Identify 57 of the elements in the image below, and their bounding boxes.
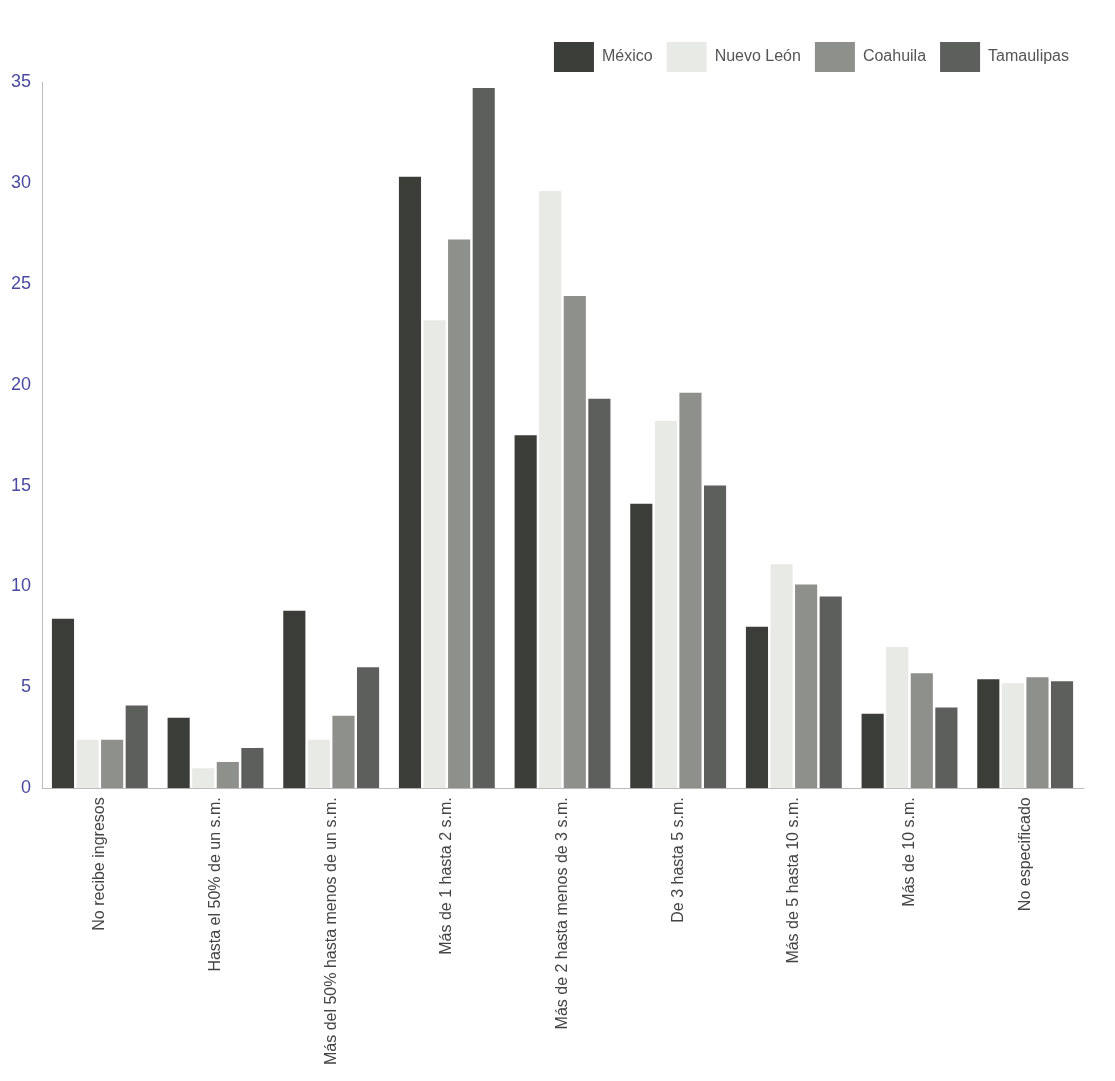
x-tick-label: Más de 1 hasta 2 s.m. [437,797,455,955]
bar [770,564,793,789]
y-tick-label: 20 [10,373,32,394]
legend-label: México [601,47,653,65]
bar [1026,677,1049,789]
legend-label: Coahuila [862,47,927,65]
x-tick-label: De 3 hasta 5 s.m. [668,797,686,923]
x-tick-label: No recibe ingresos [90,797,108,931]
bar [514,435,537,789]
bar [861,713,884,789]
bar [125,705,148,789]
bar [448,239,471,789]
bar [283,610,306,789]
bar [563,295,586,789]
y-tick-label: 15 [10,474,32,495]
bar [51,618,75,789]
bar [307,739,330,789]
bar [241,747,264,789]
x-tick-label: Hasta el 50% de un s.m. [205,797,223,972]
x-tick-label: Más de 5 hasta 10 s.m. [784,797,802,964]
bar [977,679,1000,789]
x-tick-label: Más de 2 hasta menos de 3 s.m. [552,797,570,1030]
bar [588,398,611,789]
bar [654,421,677,789]
y-tick-label: 10 [10,575,32,596]
x-tick-label: No especificado [1015,797,1033,912]
bar [745,626,769,789]
y-tick-label: 0 [21,777,32,798]
bar [356,667,380,789]
bar [795,584,818,789]
bar [935,707,958,789]
bar [539,190,562,789]
legend-label: Nuevo León [714,47,801,65]
y-tick-label: 5 [21,676,32,697]
bar [76,739,99,789]
bar [332,715,355,789]
bar [1001,683,1024,789]
bar [472,88,495,789]
bar [679,392,702,789]
bar [630,503,653,789]
bar [216,762,239,789]
bar [703,485,727,789]
bar [167,717,190,789]
bar [819,596,842,789]
bar [101,739,124,789]
y-tick-label: 25 [10,272,32,293]
bar [192,768,215,789]
legend-label: Tamaulipas [988,47,1070,65]
y-tick-label: 35 [10,70,32,91]
bar [423,320,446,789]
x-tick-label: Más del 50% hasta menos de un s.m. [321,797,339,1066]
bar [886,647,909,789]
bar [1050,681,1074,789]
bar [398,176,422,789]
bar [910,673,933,789]
x-tick-label: Más de 10 s.m. [899,797,917,907]
y-tick-label: 30 [10,171,32,192]
